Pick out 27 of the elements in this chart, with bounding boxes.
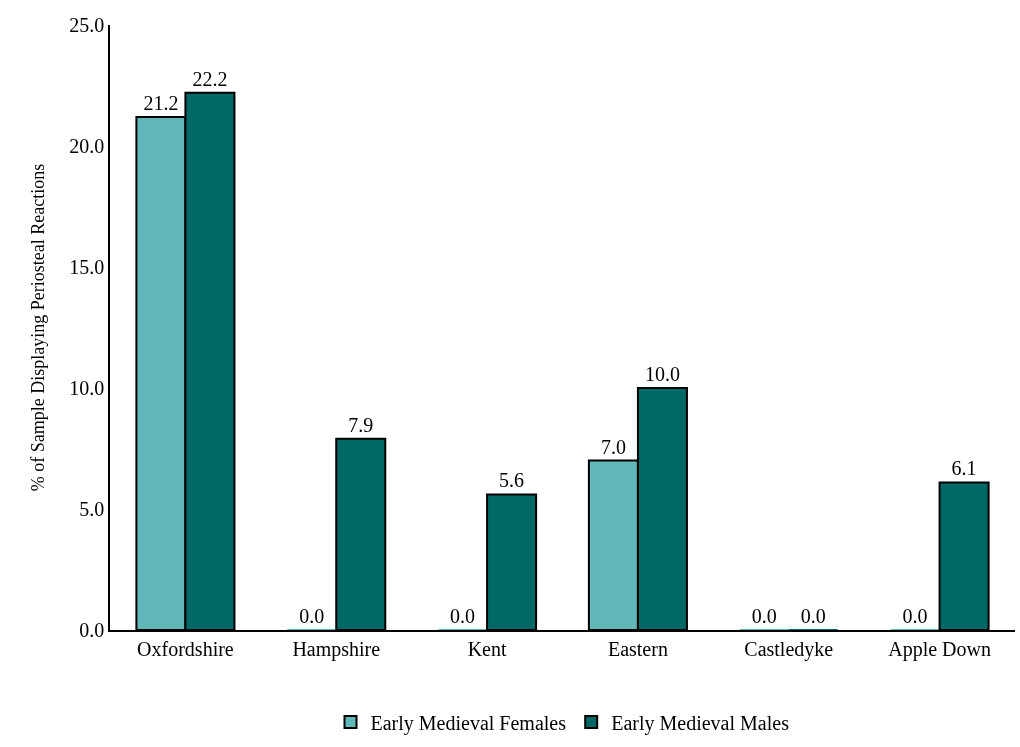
x-tick-label: Castledyke <box>744 637 834 661</box>
data-label: 7.0 <box>600 435 626 458</box>
data-label: 0.0 <box>751 605 777 627</box>
data-label: 21.2 <box>143 91 179 114</box>
data-label: 0.0 <box>299 605 325 627</box>
y-tick-label: 15.0 <box>69 256 105 278</box>
y-axis-title: % of Sample Displaying Periosteal Reactions <box>27 163 48 492</box>
x-tick-label: Apple Down <box>888 637 991 661</box>
y-tick-label: 5.0 <box>79 498 105 520</box>
x-tick-label: Eastern <box>607 637 668 660</box>
data-label: 6.1 <box>951 457 977 480</box>
y-tick-label: 0.0 <box>79 619 105 641</box>
data-label: 0.0 <box>902 605 928 627</box>
x-tick-label: Kent <box>467 637 507 660</box>
x-tick-label: Hampshire <box>292 637 381 661</box>
y-tick-label: 25.0 <box>69 14 105 36</box>
data-label: 0.0 <box>800 605 826 627</box>
data-label: 22.2 <box>192 67 228 90</box>
data-label: 7.9 <box>348 413 374 436</box>
legend-label: Early Medieval Females <box>370 711 567 735</box>
x-tick-label: Oxfordshire <box>137 637 234 660</box>
y-tick-label: 10.0 <box>69 377 105 399</box>
data-label: 5.6 <box>499 469 525 492</box>
data-label: 10.0 <box>644 363 680 385</box>
data-label: 0.0 <box>450 605 476 627</box>
legend-label: Early Medieval Males <box>611 711 790 735</box>
y-tick-label: 20.0 <box>69 135 105 157</box>
